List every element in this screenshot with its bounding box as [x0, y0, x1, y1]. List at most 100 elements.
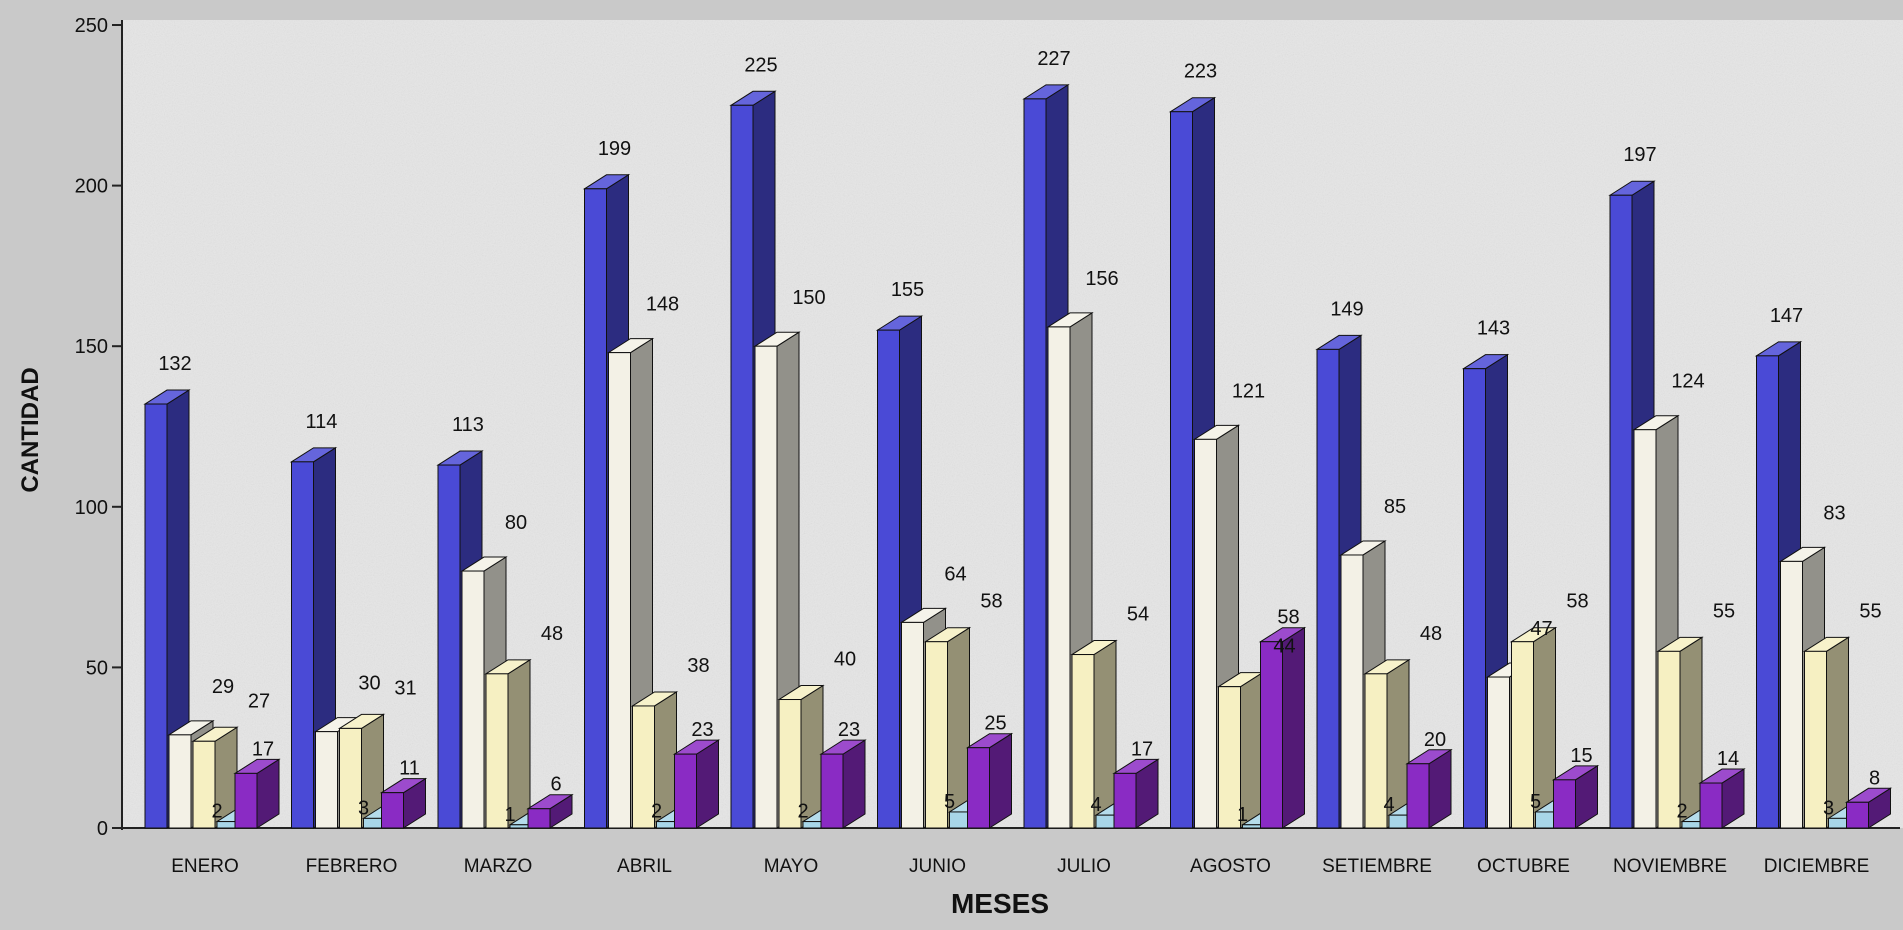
bar	[1551, 764, 1600, 829]
data-label: 197	[1623, 144, 1656, 166]
bar	[1258, 626, 1307, 829]
data-label: 2	[211, 801, 222, 823]
x-tick-label: NOVIEMBRE	[1613, 856, 1727, 877]
data-label: 148	[646, 294, 679, 316]
data-label: 1	[1237, 804, 1248, 826]
data-label: 20	[1424, 729, 1446, 751]
data-label: 17	[252, 738, 274, 760]
data-label: 23	[838, 719, 860, 741]
data-label: 2	[797, 801, 808, 823]
data-label: 64	[944, 563, 966, 585]
bar	[923, 626, 972, 829]
bar	[1656, 636, 1704, 829]
data-label: 150	[792, 287, 825, 309]
data-label: 156	[1085, 268, 1118, 290]
x-tick-label: MAYO	[764, 856, 819, 877]
data-label: 27	[248, 690, 270, 712]
data-label: 149	[1330, 298, 1363, 320]
data-label: 38	[687, 655, 709, 677]
bar	[1509, 626, 1558, 829]
x-tick-label: FEBRERO	[306, 856, 398, 877]
data-label: 31	[394, 677, 416, 699]
x-axis-title: MESES	[951, 888, 1049, 919]
data-label: 121	[1232, 380, 1265, 402]
x-tick-label: MARZO	[464, 856, 533, 877]
data-label: 5	[944, 791, 955, 813]
x-tick-label: SETIEMBRE	[1322, 856, 1432, 877]
bar	[1802, 636, 1851, 829]
y-tick-label: 50	[86, 657, 108, 679]
data-label: 1	[504, 804, 515, 826]
data-label: 23	[691, 719, 713, 741]
data-label: 48	[541, 623, 563, 645]
data-label: 6	[550, 774, 561, 796]
data-label: 155	[891, 279, 924, 301]
data-label: 83	[1823, 502, 1845, 524]
data-label: 55	[1713, 600, 1735, 622]
data-label: 3	[358, 797, 369, 819]
data-label: 80	[505, 512, 527, 534]
y-axis-title: CANTIDAD	[17, 367, 44, 492]
data-label: 58	[1277, 607, 1299, 629]
data-label: 17	[1131, 738, 1153, 760]
bar	[630, 691, 679, 829]
data-label: 85	[1384, 496, 1406, 518]
data-label: 113	[452, 414, 484, 436]
x-tick-label: ABRIL	[617, 856, 672, 877]
data-label: 114	[306, 411, 338, 433]
y-tick-label: 250	[75, 15, 108, 37]
data-label: 40	[834, 649, 856, 671]
data-label: 55	[1859, 600, 1881, 622]
bar	[1112, 758, 1160, 829]
plot-texture	[122, 20, 1903, 828]
y-tick-label: 100	[75, 497, 108, 519]
data-label: 58	[980, 591, 1002, 613]
data-label: 5	[1530, 791, 1541, 813]
data-label: 14	[1717, 748, 1739, 770]
x-tick-label: JUNIO	[909, 856, 966, 877]
bar	[1216, 671, 1265, 829]
axes: 0 50 100 150 200 250 ENERO FEBRERO MARZO ABRIL MAY…	[75, 15, 1900, 877]
data-label: 199	[598, 138, 631, 160]
bar	[379, 777, 428, 829]
bar	[777, 684, 825, 829]
data-label: 30	[358, 673, 380, 695]
x-tick-label: AGOSTO	[1190, 856, 1271, 877]
data-label: 58	[1566, 591, 1588, 613]
x-tick-label: DICIEMBRE	[1764, 856, 1870, 877]
bar	[1070, 639, 1118, 829]
bar	[1698, 768, 1746, 829]
data-label: 124	[1671, 371, 1704, 393]
x-tick-label: ENERO	[171, 856, 239, 877]
data-label: 47	[1530, 618, 1552, 640]
bar	[484, 658, 532, 829]
data-label: 8	[1869, 767, 1880, 789]
bar	[526, 793, 574, 829]
data-label: 29	[212, 676, 234, 698]
bar	[819, 739, 867, 829]
y-tick-label: 150	[75, 336, 108, 358]
bar	[191, 726, 239, 829]
data-label: 4	[1090, 794, 1101, 816]
data-label: 147	[1770, 305, 1803, 327]
data-label: 132	[158, 353, 191, 375]
bar	[965, 732, 1014, 829]
data-label: 54	[1127, 604, 1149, 626]
data-label: 3	[1823, 797, 1834, 819]
y-tick-label: 200	[75, 176, 108, 198]
data-label: 11	[399, 758, 420, 780]
data-label: 44	[1273, 636, 1295, 658]
bars	[143, 83, 1893, 829]
x-tick-label: OCTUBRE	[1477, 856, 1570, 877]
bar	[1844, 787, 1893, 829]
data-label: 25	[984, 713, 1006, 735]
bar	[143, 389, 191, 829]
bar	[1405, 748, 1453, 829]
bar	[233, 758, 281, 829]
bar	[337, 713, 386, 829]
data-label: 227	[1037, 48, 1070, 70]
data-label: 225	[744, 54, 777, 76]
data-label: 2	[651, 801, 662, 823]
